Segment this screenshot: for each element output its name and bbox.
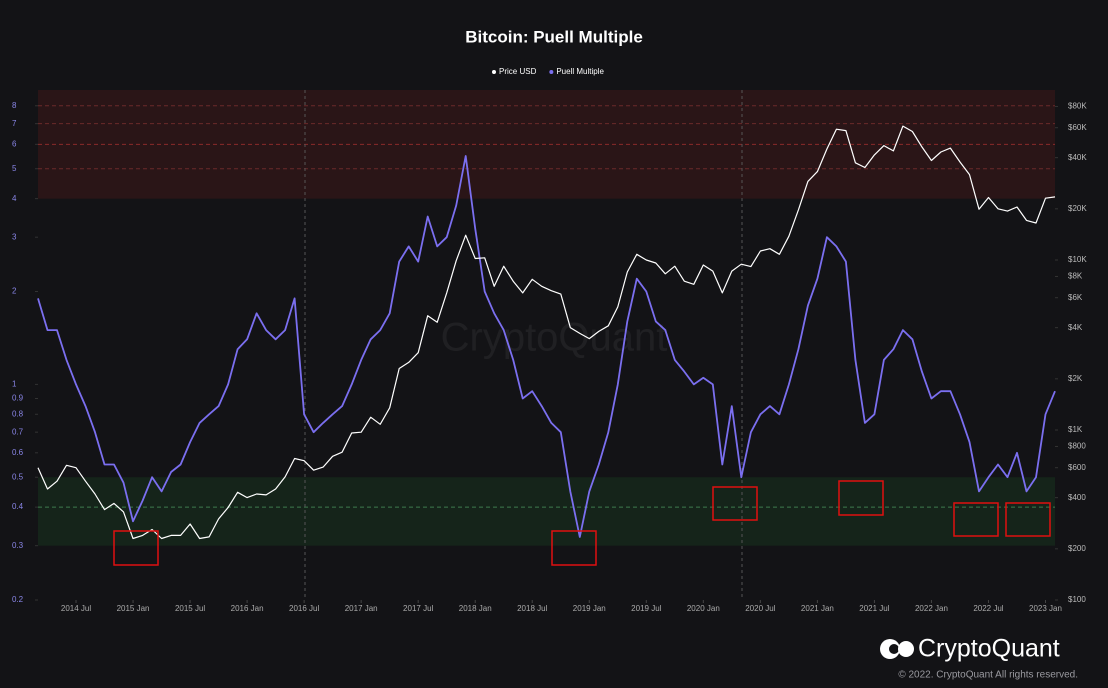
- legend-label: Price USD: [499, 67, 537, 76]
- zone: [38, 477, 1055, 546]
- logo-icon: [898, 641, 914, 657]
- y2-tick-label: $200: [1068, 544, 1086, 553]
- x-tick-label: 2015 Jul: [175, 604, 205, 613]
- y2-tick-label: $80K: [1068, 102, 1087, 111]
- y2-tick-label: $4K: [1068, 323, 1083, 332]
- y-tick-label: 3: [12, 232, 17, 241]
- x-tick-label: 2016 Jul: [289, 604, 319, 613]
- highlight-box: [953, 502, 999, 537]
- y2-tick-label: $600: [1068, 463, 1086, 472]
- y2-tick-label: $400: [1068, 493, 1086, 502]
- highlight-box: [551, 530, 597, 566]
- y-tick-label: 6: [12, 139, 17, 148]
- y-tick-label: 0.7: [12, 427, 24, 436]
- x-tick-label: 2021 Jul: [859, 604, 889, 613]
- y-tick-label: 0.8: [12, 409, 24, 418]
- series-line: [37, 155, 1056, 538]
- y2-tick-label: $8K: [1068, 272, 1083, 281]
- x-tick-label: 2017 Jan: [345, 604, 378, 613]
- y-tick-label: 8: [12, 101, 17, 110]
- y2-tick-label: $20K: [1068, 204, 1087, 213]
- x-tick-label: 2020 Jan: [687, 604, 720, 613]
- y2-tick-label: $100: [1068, 595, 1086, 604]
- logo: CryptoQuant © 2022. CryptoQuant All righ…: [880, 635, 1078, 681]
- x-tick-label: 2018 Jul: [517, 604, 547, 613]
- logo-icon: [889, 644, 899, 654]
- logo-text: CryptoQuant: [918, 635, 1060, 663]
- y-tick-label: 0.9: [12, 394, 24, 403]
- y2-tick-label: $2K: [1068, 374, 1083, 383]
- x-tick-label: 2018 Jan: [459, 604, 492, 613]
- y-tick-label: 0.4: [12, 502, 24, 511]
- copyright: © 2022. CryptoQuant All rights reserved.: [898, 670, 1078, 681]
- highlight-box: [1005, 502, 1051, 537]
- highlight-box: [712, 486, 758, 521]
- y2-tick-label: $6K: [1068, 293, 1083, 302]
- highlight-box: [113, 530, 159, 566]
- watermark: CryptoQuant: [441, 316, 668, 360]
- y-tick-label: 0.6: [12, 448, 24, 457]
- x-tick-label: 2023 Jan: [1029, 604, 1062, 613]
- y-tick-label: 0.2: [12, 595, 24, 604]
- y-tick-label: 7: [12, 119, 17, 128]
- y2-tick-label: $40K: [1068, 153, 1087, 162]
- y-tick-label: 1: [12, 379, 17, 388]
- x-tick-label: 2019 Jul: [631, 604, 661, 613]
- chart-title: Bitcoin: Puell Multiple: [465, 27, 643, 46]
- x-tick-label: 2019 Jan: [573, 604, 606, 613]
- y2-tick-label: $10K: [1068, 255, 1087, 264]
- y-tick-label: 0.5: [12, 472, 24, 481]
- highlight-box: [838, 480, 884, 516]
- x-tick-label: 2017 Jul: [403, 604, 433, 613]
- x-tick-label: 2022 Jul: [973, 604, 1003, 613]
- x-tick-label: 2021 Jan: [801, 604, 834, 613]
- x-tick-label: 2014 Jul: [61, 604, 91, 613]
- y-tick-label: 2: [12, 287, 17, 296]
- y-tick-label: 5: [12, 164, 17, 173]
- y-tick-label: 4: [12, 194, 17, 203]
- y2-tick-label: $1K: [1068, 425, 1083, 434]
- y2-tick-label: $60K: [1068, 123, 1087, 132]
- series-line: [37, 125, 1056, 540]
- x-tick-label: 2022 Jan: [915, 604, 948, 613]
- legend-label: Puell Multiple: [556, 67, 604, 76]
- x-tick-label: 2016 Jan: [231, 604, 264, 613]
- y2-tick-label: $800: [1068, 442, 1086, 451]
- y-tick-label: 0.3: [12, 541, 24, 550]
- legend-marker: [492, 70, 496, 74]
- x-tick-label: 2015 Jan: [117, 604, 150, 613]
- highlights: [113, 480, 1051, 566]
- legend-marker: [549, 70, 554, 74]
- x-tick-label: 2020 Jul: [745, 604, 775, 613]
